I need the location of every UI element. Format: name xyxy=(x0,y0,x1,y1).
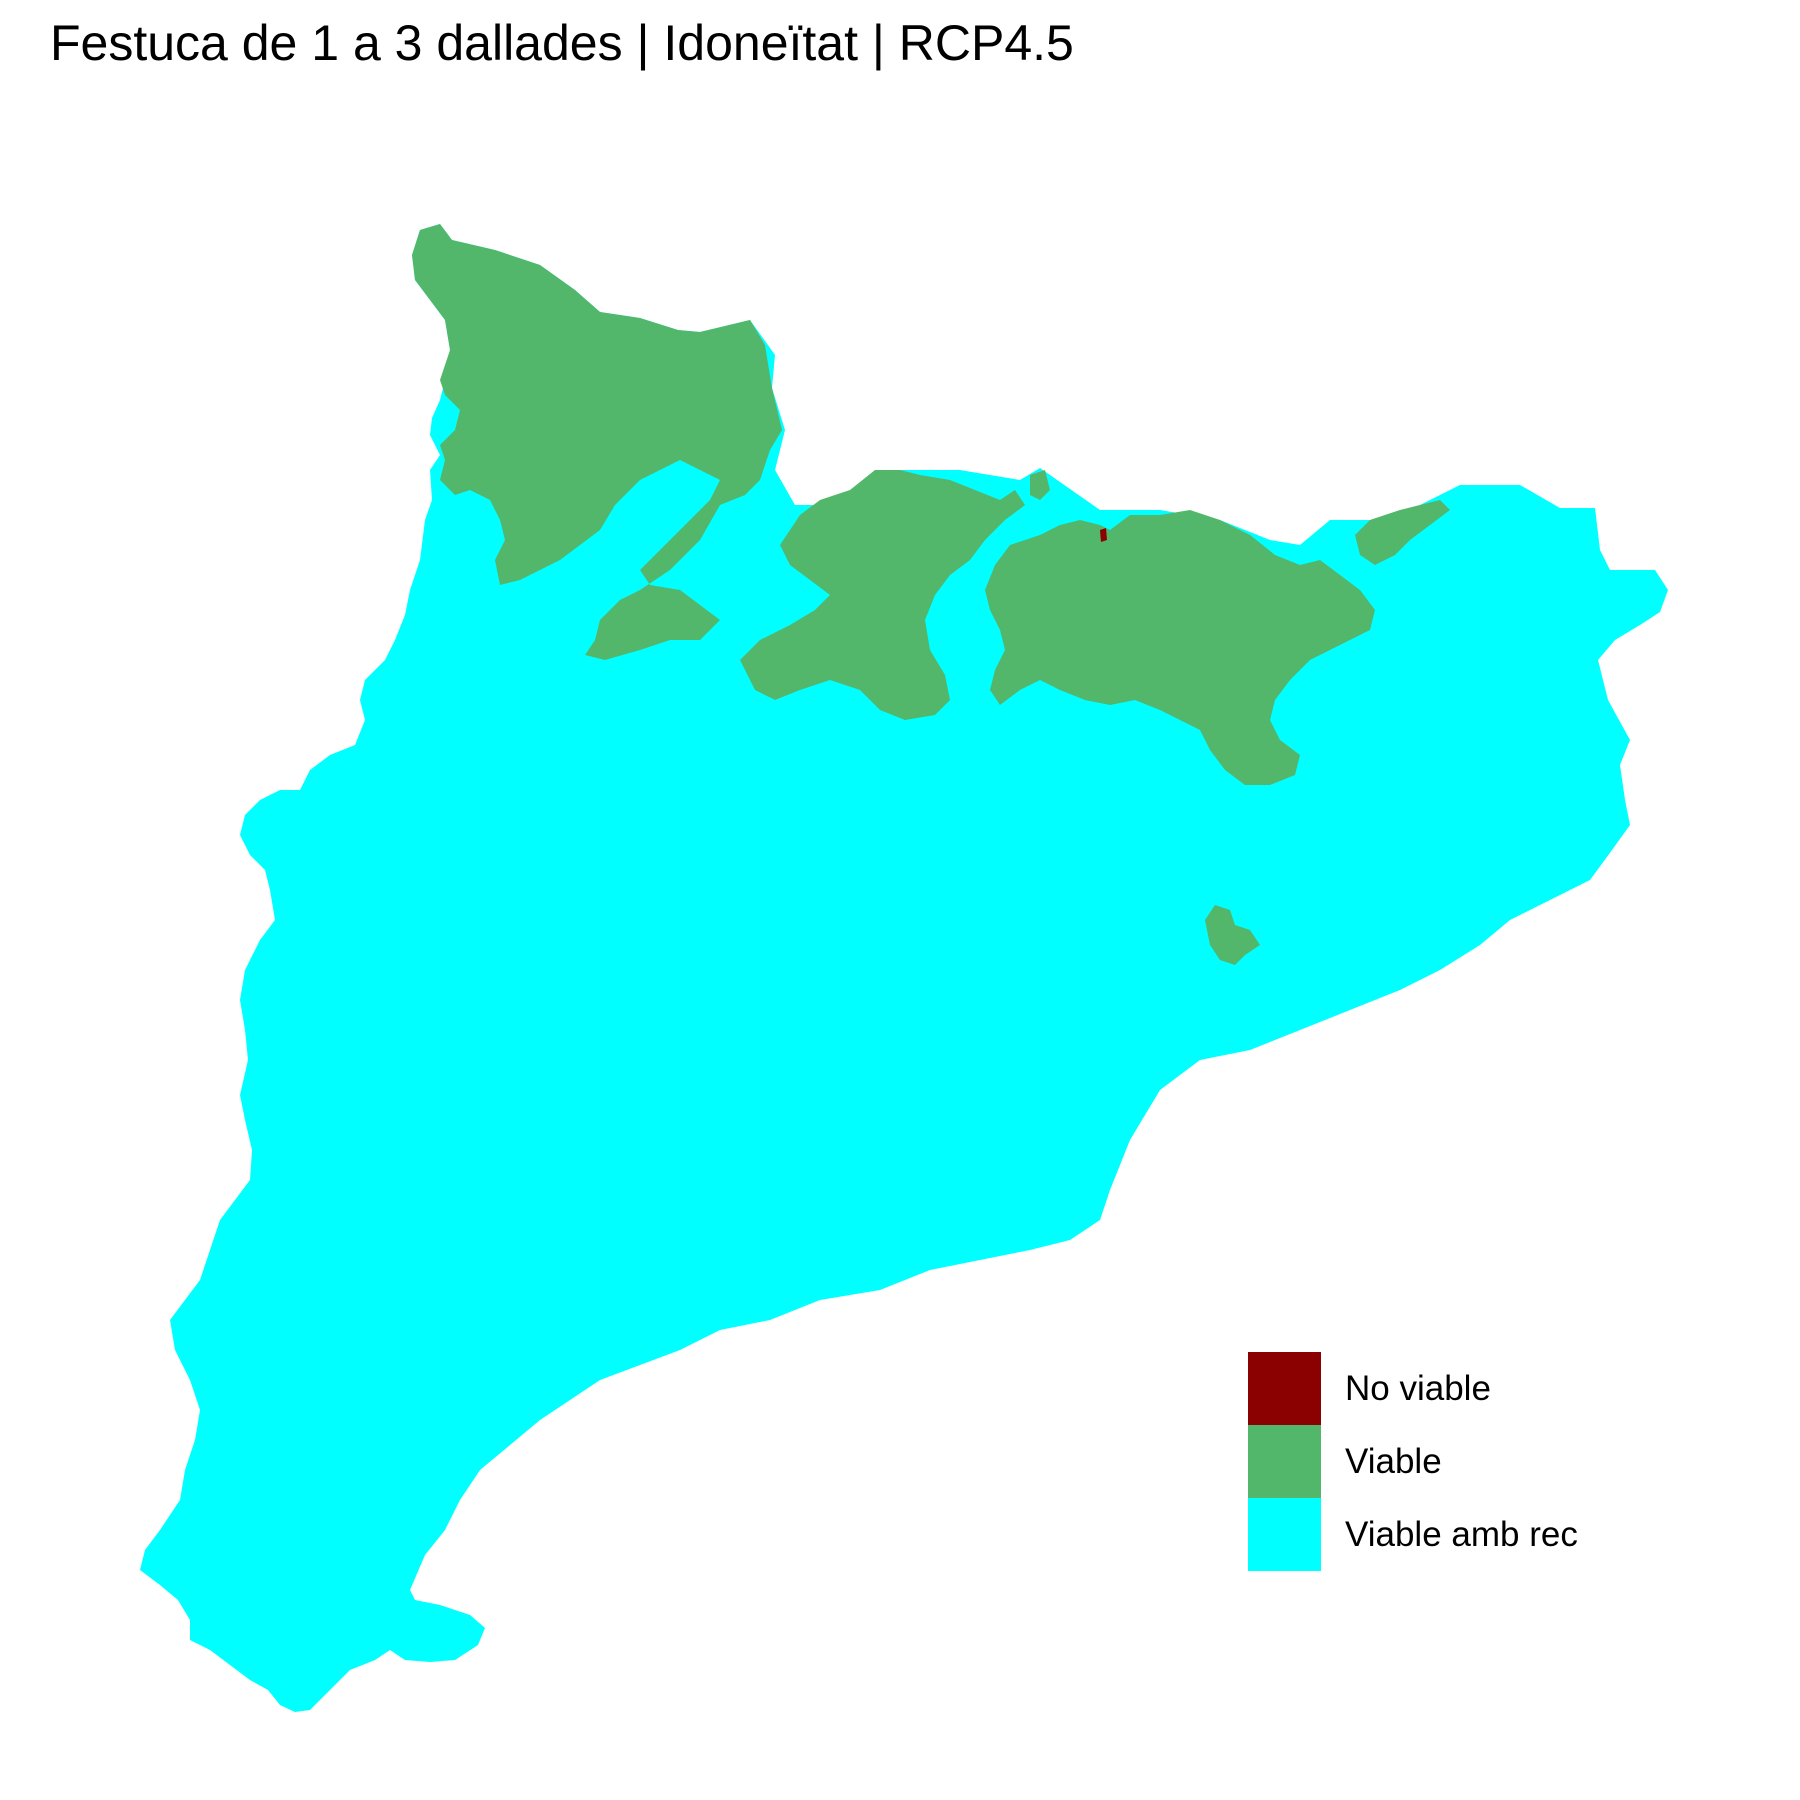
legend: No viable Viable Viable amb rec xyxy=(1248,1352,1578,1571)
region-viable-montseny xyxy=(1205,905,1260,965)
legend-label-viable: Viable xyxy=(1345,1441,1442,1481)
region-no-viable xyxy=(1100,528,1107,542)
legend-label-viable-amb-rec: Viable amb rec xyxy=(1345,1514,1578,1554)
legend-swatch-no-viable xyxy=(1248,1352,1321,1425)
legend-swatch-viable-amb-rec xyxy=(1248,1498,1321,1571)
legend-swatch-viable xyxy=(1248,1425,1321,1498)
legend-item-no-viable: No viable xyxy=(1248,1352,1578,1425)
region-viable-pyrenees-west xyxy=(412,224,782,660)
map-title: Festuca de 1 a 3 dallades | Idoneïtat | … xyxy=(50,15,1074,71)
region-viable-pyrenees-east xyxy=(985,510,1375,785)
legend-item-viable: Viable xyxy=(1248,1425,1578,1498)
legend-label-no-viable: No viable xyxy=(1345,1368,1491,1408)
region-viable-northeast xyxy=(1355,500,1450,565)
region-viable-pyrenees-central xyxy=(740,470,1025,720)
legend-item-viable-amb-rec: Viable amb rec xyxy=(1248,1498,1578,1571)
region-viable-small-1 xyxy=(1030,470,1050,500)
